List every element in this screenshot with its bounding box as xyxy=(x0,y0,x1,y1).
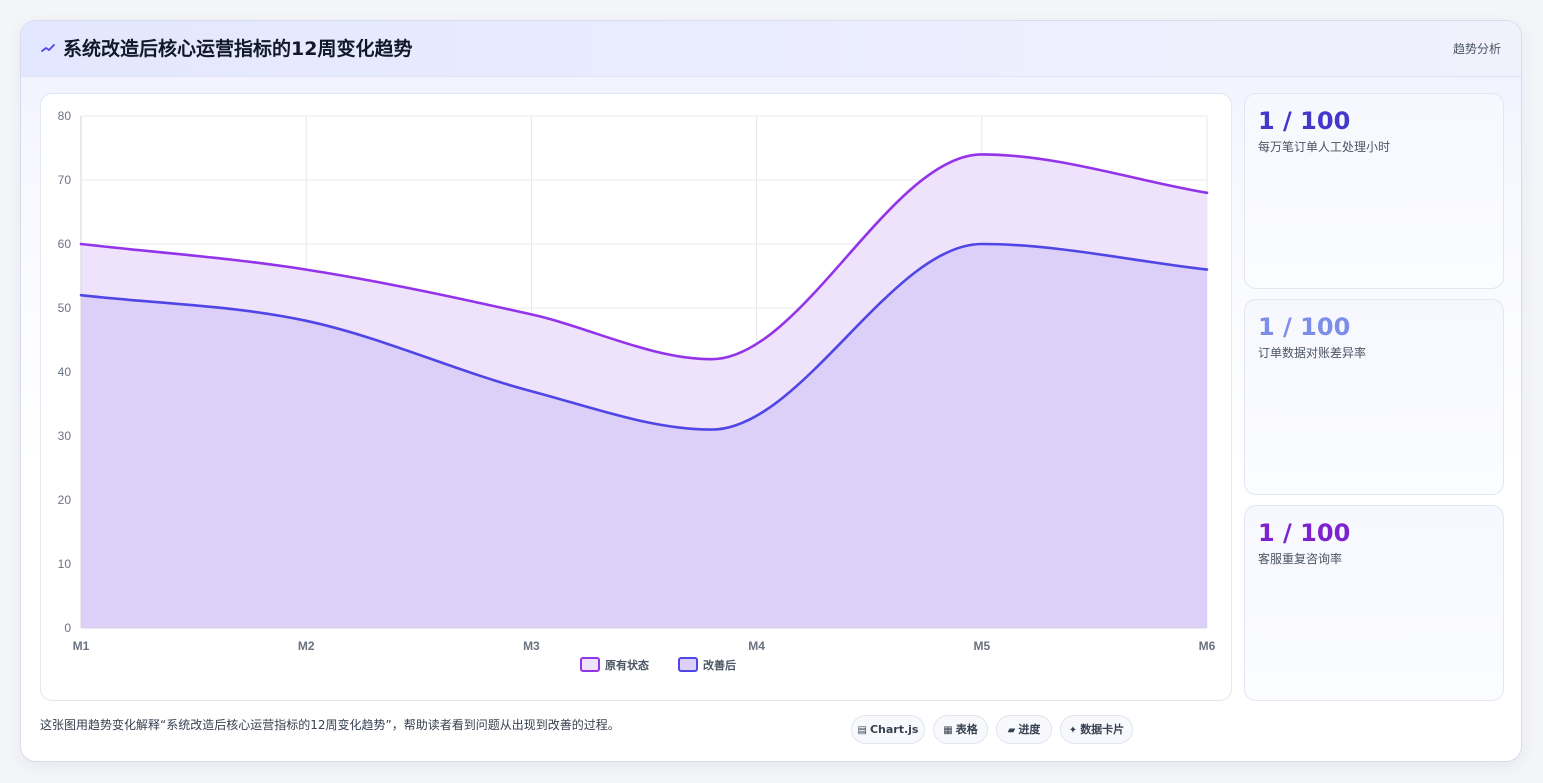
chip-chartjs[interactable]: ▤ Chart.js xyxy=(851,715,925,744)
y-tick-label: 50 xyxy=(58,301,72,315)
stat-card-manual-hours: 1 / 100 每万笔订单人工处理小时 xyxy=(1244,93,1504,289)
progress-icon: ▰ xyxy=(1007,725,1016,736)
series-line-1 xyxy=(79,242,1209,431)
stat-value: 1 / 100 xyxy=(1258,519,1351,547)
x-tick-label: M3 xyxy=(523,639,540,653)
x-tick-label: M6 xyxy=(1199,639,1216,653)
table-icon: ▦ xyxy=(943,725,953,736)
chart-icon: ▤ xyxy=(857,725,867,736)
stat-label: 订单数据对账差异率 xyxy=(1258,346,1367,360)
chip-label: Chart.js xyxy=(869,723,919,736)
legend-label: 改善后 xyxy=(703,658,736,672)
legend-swatch xyxy=(678,657,698,672)
chip-label: 数据卡片 xyxy=(1080,723,1125,736)
stat-label: 客服重复咨询率 xyxy=(1258,552,1343,566)
chip-label: 进度 xyxy=(1018,723,1041,736)
y-tick-label: 40 xyxy=(58,365,72,379)
legend-swatch xyxy=(580,657,600,672)
series-line-0 xyxy=(79,153,1209,361)
chip-data-cards[interactable]: ✦ 数据卡片 xyxy=(1060,715,1133,744)
y-tick-label: 60 xyxy=(58,237,72,251)
sparkle-icon: ✦ xyxy=(1068,725,1078,736)
card-header: 系统改造后核心运营指标的12周变化趋势 趋势分析 xyxy=(21,21,1521,77)
page-title: 系统改造后核心运营指标的12周变化趋势 xyxy=(63,38,413,60)
trend-area-chart: 0 10 20 30 40 50 60 70 80 M1 M2 M3 M4 M5 M6 原有状态 改善后 xyxy=(58,109,1216,672)
y-tick-label: 70 xyxy=(58,173,72,187)
stat-value: 1 / 100 xyxy=(1258,107,1351,135)
x-tick-label: M5 xyxy=(973,639,990,653)
chip-progress[interactable]: ▰ 进度 xyxy=(996,715,1052,744)
main-card: 系统改造后核心运营指标的12周变化趋势 趋势分析 0 10 20 30 40 50 60 70… xyxy=(20,20,1522,762)
chip-label: 表格 xyxy=(955,723,978,736)
chart-footnote: 这张图用趋势变化解释“系统改造后核心运营指标的12周变化趋势”，帮助读者看到问题… xyxy=(40,718,620,732)
legend-label: 原有状态 xyxy=(605,658,649,672)
stat-card-reconcile-diff: 1 / 100 订单数据对账差异率 xyxy=(1244,299,1504,495)
y-tick-label: 20 xyxy=(58,493,72,507)
stat-card-repeat-inquiry: 1 / 100 客服重复咨询率 xyxy=(1244,505,1504,701)
series-area-1 xyxy=(81,244,1207,628)
stat-label: 每万笔订单人工处理小时 xyxy=(1258,140,1391,154)
category-tag: 趋势分析 xyxy=(1452,42,1501,56)
y-tick-label: 0 xyxy=(64,621,71,635)
x-tick-label: M4 xyxy=(748,639,765,653)
x-tick-label: M2 xyxy=(298,639,315,653)
stat-value: 1 / 100 xyxy=(1258,313,1351,341)
chip-table[interactable]: ▦ 表格 xyxy=(933,715,988,744)
x-tick-label: M1 xyxy=(73,639,90,653)
y-tick-label: 30 xyxy=(58,429,72,443)
trend-line-icon xyxy=(41,38,55,58)
y-tick-label: 10 xyxy=(58,557,72,571)
chart-panel: 0 10 20 30 40 50 60 70 80 M1 M2 M3 M4 M5 M6 原有状态 改善后 xyxy=(40,93,1232,701)
y-tick-label: 80 xyxy=(58,109,72,123)
